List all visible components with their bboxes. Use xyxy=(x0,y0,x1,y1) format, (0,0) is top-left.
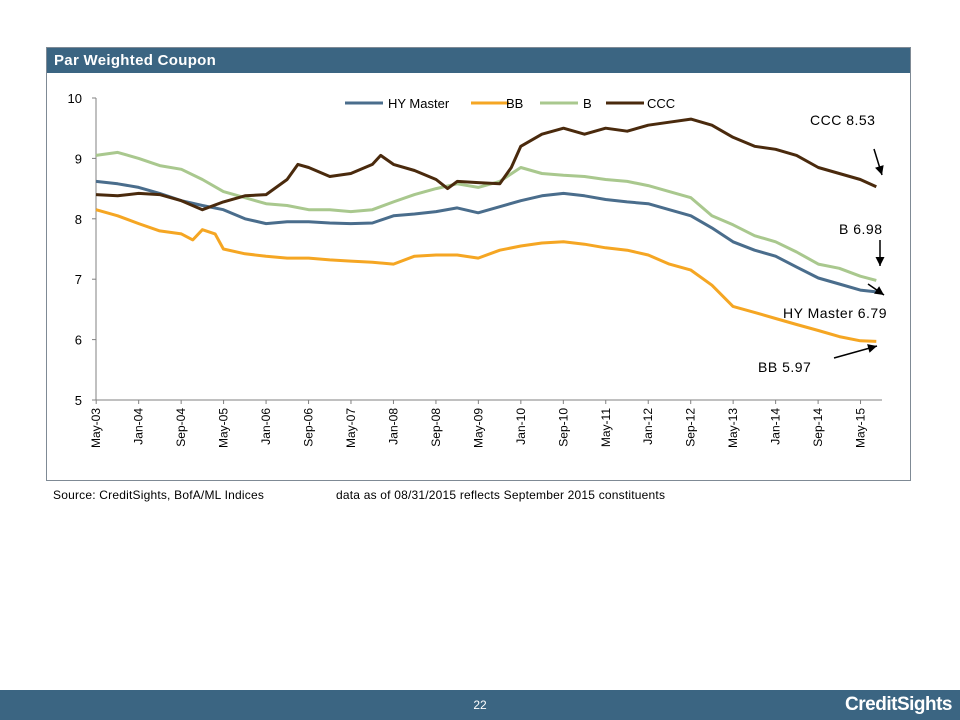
x-tick-label: May-09 xyxy=(471,408,485,448)
x-tick-label: May-15 xyxy=(854,408,868,448)
x-tick-label: Jan-08 xyxy=(386,408,400,445)
legend-label-ccc: CCC xyxy=(647,96,675,111)
annotation-ccc: CCC 8.53 xyxy=(810,112,875,128)
series-line-hy-master xyxy=(95,179,877,294)
panel-title: Par Weighted Coupon xyxy=(47,48,910,73)
legend-label-bb: BB xyxy=(506,96,523,111)
x-tick-label: Sep-06 xyxy=(302,408,316,447)
annotation-hy-master: HY Master 6.79 xyxy=(783,305,887,321)
annotation-arrowhead-bb xyxy=(867,344,877,353)
x-tick-label: Sep-04 xyxy=(174,408,188,447)
annotation-arrowhead-hy-master xyxy=(874,286,884,295)
page-number: 22 xyxy=(473,698,487,712)
y-tick-label: 5 xyxy=(75,393,82,408)
y-tick-label: 7 xyxy=(75,272,82,287)
x-tick-label: Jan-10 xyxy=(514,408,528,445)
x-tick-label: May-03 xyxy=(89,408,103,448)
x-tick-label: May-07 xyxy=(344,408,358,448)
as-of-note: data as of 08/31/2015 reflects September… xyxy=(336,488,666,502)
footer-bar: 22 CreditSights xyxy=(0,690,960,720)
y-tick-label: 9 xyxy=(75,151,82,166)
source-note: Source: CreditSights, BofA/ML Indices xyxy=(53,488,265,502)
x-tick-label: Sep-08 xyxy=(429,408,443,447)
series-line-b xyxy=(95,150,877,282)
y-tick-label: 6 xyxy=(75,333,82,348)
annotation-arrowhead-b xyxy=(875,257,885,266)
x-tick-label: Sep-10 xyxy=(556,408,570,447)
brand-logo: CreditSights xyxy=(845,694,952,715)
legend-label-hy-master: HY Master xyxy=(388,96,450,111)
x-tick-label: Jan-12 xyxy=(641,408,655,445)
series-line-ccc xyxy=(95,117,877,212)
series-line-bb xyxy=(95,208,877,343)
y-tick-label: 10 xyxy=(68,91,82,106)
x-tick-label: May-11 xyxy=(599,408,613,447)
x-tick-label: Sep-14 xyxy=(811,408,825,447)
chart-panel: Par Weighted Coupon xyxy=(46,47,911,481)
x-tick-label: May-13 xyxy=(726,408,740,448)
y-tick-label: 8 xyxy=(75,212,82,227)
annotation-arrowhead-ccc xyxy=(875,165,884,175)
annotation-b: B 6.98 xyxy=(839,221,882,237)
legend-label-b: B xyxy=(583,96,592,111)
x-tick-label: May-05 xyxy=(217,408,231,448)
x-tick-label: Sep-12 xyxy=(684,408,698,447)
x-tick-label: Jan-14 xyxy=(769,408,783,445)
annotation-bb: BB 5.97 xyxy=(758,359,811,375)
x-tick-label: Jan-04 xyxy=(132,408,146,445)
x-tick-label: Jan-06 xyxy=(259,408,273,445)
